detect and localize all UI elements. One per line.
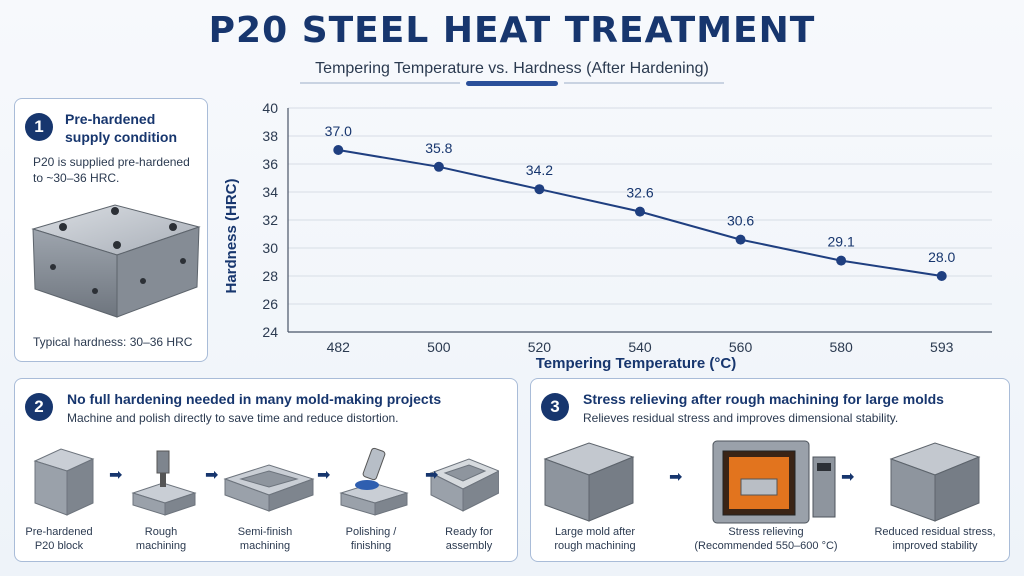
data-label: 30.6 <box>727 213 754 229</box>
data-point <box>534 184 545 195</box>
data-point <box>433 161 444 172</box>
y-tick-label: 24 <box>262 324 278 340</box>
process-arrow-4: ➡ <box>425 467 439 484</box>
data-point <box>836 255 847 266</box>
data-labels: 37.0 35.8 34.2 32.6 30.6 29.1 28.0 <box>325 123 956 265</box>
process-illustrations <box>33 447 499 516</box>
rough-machining-icon <box>131 450 197 516</box>
panel1-text-line1: P20 is supplied pre-hardened <box>33 155 190 169</box>
step-badge-2: 2 <box>25 393 53 421</box>
stress-caption-furnace: Stress relieving (Recommended 550–600 °C) <box>694 526 838 552</box>
x-tick-label: 482 <box>327 339 351 355</box>
step-caption-polishing: Polishing / finishing <box>345 526 397 552</box>
step-caption-rough: Rough machining <box>135 526 187 552</box>
data-point <box>333 145 344 155</box>
x-tick-label: 500 <box>427 339 451 355</box>
page-subtitle: Tempering Temperature vs. Hardness (Afte… <box>315 60 709 77</box>
stress-caption-result: Reduced residual stress, improved stabili… <box>874 526 996 552</box>
x-tick-label: 540 <box>628 339 652 355</box>
data-label: 28.0 <box>928 249 955 265</box>
y-tick-label: 40 <box>262 100 278 116</box>
x-tick-label: 560 <box>729 339 753 355</box>
y-axis-label: Hardness (HRC) <box>223 178 240 293</box>
large-mold-icon <box>543 442 635 522</box>
chart-gridlines <box>288 107 992 305</box>
page-title: P20 STEEL HEAT TREATMENT <box>208 10 816 51</box>
stress-relief-illustrations <box>543 440 981 524</box>
step-caption-assembly: Ready for assembly <box>445 526 493 552</box>
data-points <box>333 145 947 281</box>
data-point <box>735 234 746 245</box>
panel1-heading-line2: supply condition <box>65 129 177 145</box>
ready-for-assembly-icon <box>429 458 499 512</box>
y-tick-label: 28 <box>262 268 278 284</box>
panel2-text: Machine and polish directly to save time… <box>67 411 399 425</box>
stress-arrow-1: ➡ <box>669 469 683 486</box>
panel-no-full-hardening: 2 No full hardening needed in many mold-… <box>14 378 518 562</box>
x-tick-label: 520 <box>528 339 552 355</box>
panel1-heading-line1: Pre-hardened <box>65 111 156 127</box>
data-label: 37.0 <box>325 123 352 139</box>
step-caption-semi-finish: Semi-finish machining <box>237 526 293 552</box>
process-arrow-2: ➡ <box>205 467 219 484</box>
furnace-icon <box>712 440 836 524</box>
y-tick-label: 36 <box>262 156 278 172</box>
p20-block-icon <box>33 448 95 516</box>
process-arrow-1: ➡ <box>109 467 123 484</box>
data-point <box>635 206 645 217</box>
x-tick-label: 593 <box>930 339 954 355</box>
x-tick-labels: 482 500 520 540 560 580 593 <box>327 339 954 355</box>
step-caption-block: Pre-hardened P20 block <box>25 526 93 552</box>
panel3-text: Relieves residual stress and improves di… <box>583 411 899 425</box>
title-divider-left <box>300 82 460 84</box>
title-accent-bar <box>466 81 558 86</box>
semi-finish-machining-icon <box>223 464 315 512</box>
panel-pre-hardened: 1 Pre-hardened supply condition P20 is s… <box>14 98 208 362</box>
y-tick-label: 38 <box>262 128 278 144</box>
stress-arrow-2: ➡ <box>841 469 855 486</box>
data-label: 35.8 <box>425 140 452 156</box>
step-badge-3: 3 <box>541 393 569 421</box>
y-tick-label: 30 <box>262 240 278 256</box>
title-divider-right <box>564 82 724 84</box>
x-tick-label: 580 <box>829 339 853 355</box>
polishing-icon <box>339 447 409 516</box>
stable-mold-icon <box>889 442 981 522</box>
data-label: 29.1 <box>828 234 855 250</box>
x-axis-label: Tempering Temperature (°C) <box>536 355 736 372</box>
steel-block-illustration <box>31 204 201 318</box>
data-label: 34.2 <box>526 162 553 178</box>
data-label: 32.6 <box>626 185 653 201</box>
step-badge-1: 1 <box>25 113 53 141</box>
panel1-caption: Typical hardness: 30–36 HRC <box>33 335 193 349</box>
y-tick-label: 34 <box>262 184 278 200</box>
hardness-chart: 24 26 28 30 32 34 36 38 40 482 500 520 540 560 580 593… <box>223 100 992 372</box>
panel2-heading: No full hardening needed in many mold-ma… <box>67 391 442 407</box>
data-point <box>936 271 947 281</box>
y-tick-label: 32 <box>262 212 278 228</box>
y-tick-labels: 24 26 28 30 32 34 36 38 40 <box>262 100 278 340</box>
panel-stress-relieving: 3 Stress relieving after rough machining… <box>530 378 1010 562</box>
panel1-text-line2: to ~30–36 HRC. <box>33 171 120 185</box>
panel3-heading: Stress relieving after rough machining f… <box>583 391 944 407</box>
process-arrow-3: ➡ <box>317 467 331 484</box>
stress-caption-large-mold: Large mold after rough machining <box>554 526 636 552</box>
y-tick-label: 26 <box>262 296 278 312</box>
